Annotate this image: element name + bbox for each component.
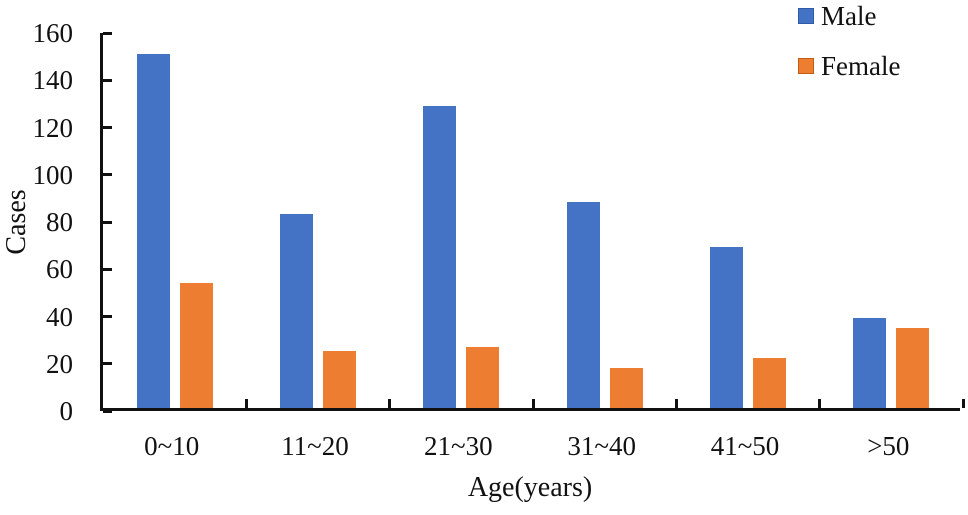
legend-entry-male: Male [798, 0, 876, 32]
bar-female-41~50 [753, 358, 786, 408]
y-tick-mark [103, 315, 112, 318]
legend-label: Male [821, 1, 877, 31]
x-tick-label: 31~40 [567, 431, 636, 461]
bar-female-31~40 [609, 367, 643, 408]
bar-male-41~50 [710, 247, 743, 408]
y-tick-mark [103, 409, 112, 413]
y-tick-mark [103, 78, 112, 82]
bar-male-0~10 [136, 53, 170, 408]
legend-entry-female: Female [798, 50, 900, 82]
y-tick-label: 160 [32, 18, 74, 48]
x-tick-mark [818, 399, 822, 408]
x-tick-label: 0~10 [144, 431, 200, 461]
bar-female-0~10 [179, 282, 213, 408]
x-tick-mark [531, 399, 535, 408]
y-tick-mark [103, 31, 112, 35]
y-tick-mark [103, 126, 112, 129]
y-tick-label: 40 [46, 301, 73, 332]
bar-male-11~20 [280, 214, 313, 408]
x-tick-mark [674, 399, 678, 408]
legend-swatch-female [798, 58, 814, 74]
y-tick-mark [103, 267, 112, 271]
y-tick-label: 0 [59, 396, 74, 426]
bar-female-11~20 [323, 351, 356, 408]
y-tick-mark [103, 220, 112, 224]
x-tick-label: 21~30 [424, 431, 493, 461]
y-tick-label: 100 [32, 159, 74, 190]
legend-swatch-male [798, 8, 814, 24]
bar-male-31~40 [566, 202, 600, 408]
x-tick-label: 41~50 [710, 431, 780, 461]
legend-label: Female [821, 51, 901, 81]
bar-female-21~30 [466, 346, 500, 408]
plot-area [100, 31, 965, 413]
x-axis-title: Age(years) [467, 472, 593, 503]
bar-female->50 [896, 327, 930, 408]
y-tick-label: 20 [46, 348, 73, 379]
x-tick-label: >50 [867, 431, 910, 461]
y-tick-mark [103, 362, 112, 366]
y-tick-label: 140 [32, 65, 74, 96]
bar-male-21~30 [423, 105, 457, 408]
x-tick-mark [388, 399, 392, 408]
x-tick-mark [244, 399, 248, 408]
y-tick-mark [103, 173, 112, 177]
y-tick-label: 80 [46, 207, 73, 237]
x-tick-label: 11~20 [281, 431, 349, 461]
y-tick-label: 120 [32, 112, 74, 143]
bar-male->50 [853, 318, 887, 408]
y-tick-label: 60 [46, 254, 73, 285]
x-tick-mark [961, 399, 965, 408]
